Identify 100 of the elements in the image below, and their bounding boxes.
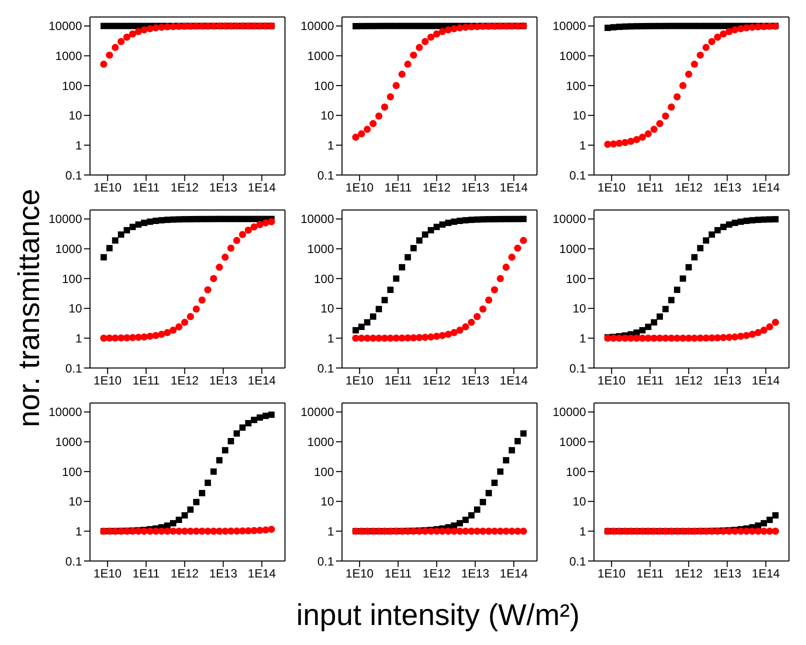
point [690, 60, 698, 68]
y-tick-label: 100 [314, 272, 334, 286]
point [766, 216, 773, 223]
point [450, 218, 458, 225]
point [170, 520, 176, 526]
point [468, 512, 475, 519]
y-tick-label: 1 [75, 138, 82, 152]
x-tick-label: 1E11 [384, 566, 412, 581]
point [749, 217, 756, 224]
point [610, 140, 618, 148]
point [766, 516, 773, 524]
point [268, 412, 275, 418]
x-tick-label: 1E13 [461, 374, 490, 388]
point [508, 254, 516, 261]
point [480, 498, 486, 506]
point [748, 330, 756, 338]
point [731, 333, 738, 341]
point [124, 227, 130, 234]
point [416, 44, 423, 52]
y-tick-label: 1000 [559, 49, 586, 64]
point [610, 24, 617, 30]
point [358, 22, 365, 30]
x-axis-title: input intensity (W/m²) [296, 599, 580, 633]
point [198, 296, 206, 304]
point [686, 22, 692, 30]
y-tick-label: 1 [327, 138, 334, 152]
y-tick-label: 0.1 [569, 554, 586, 568]
point [714, 34, 722, 41]
y-tick-label: 10000 [300, 19, 334, 34]
x-tick-label: 1E11 [132, 374, 160, 388]
y-tick-label: 100 [566, 464, 586, 479]
point [656, 120, 664, 128]
point [422, 38, 429, 46]
point [152, 218, 159, 224]
x-tick-label: 1E13 [713, 374, 742, 388]
point [497, 216, 504, 222]
point [680, 275, 686, 282]
point [497, 468, 504, 475]
point [106, 244, 113, 252]
y-tick-label: 10000 [552, 212, 586, 226]
point [112, 44, 119, 52]
point [176, 516, 182, 524]
point [514, 244, 522, 252]
point [485, 296, 492, 304]
point [134, 28, 142, 36]
point [250, 223, 258, 231]
point [668, 22, 675, 30]
point [268, 218, 276, 226]
point [462, 217, 469, 224]
y-tick-label: 100 [566, 272, 586, 286]
point [450, 329, 458, 336]
point [650, 319, 658, 326]
point [100, 22, 107, 30]
point [772, 318, 780, 326]
point [638, 134, 646, 141]
point [714, 334, 722, 342]
point [731, 26, 738, 34]
point [158, 217, 165, 224]
point [633, 23, 640, 30]
y-tick-label: 1000 [55, 242, 82, 256]
point [416, 22, 423, 30]
x-tick-label: 1E14 [752, 180, 780, 195]
y-tick-label: 1000 [55, 435, 82, 450]
point [112, 22, 118, 30]
y-tick-label: 100 [314, 464, 334, 479]
x-tick-label: 1E13 [209, 566, 238, 581]
point [462, 323, 470, 330]
y-tick-label: 10 [68, 302, 82, 316]
point [216, 216, 223, 222]
x-tick-label: 1E13 [713, 566, 742, 581]
point [404, 22, 411, 30]
y-tick-label: 1 [579, 331, 586, 346]
x-tick-label: 1E10 [346, 374, 374, 388]
point [622, 138, 629, 146]
point [186, 313, 194, 320]
point [181, 318, 188, 326]
y-tick-label: 100 [62, 464, 82, 479]
point [124, 22, 130, 30]
point [100, 60, 108, 68]
point [393, 275, 400, 282]
point [204, 216, 211, 222]
x-tick-label: 1E11 [636, 374, 664, 388]
point [250, 527, 258, 534]
point [697, 244, 704, 252]
point [760, 216, 768, 223]
point [123, 34, 130, 41]
point [438, 332, 446, 340]
y-tick-label: 1 [579, 524, 586, 538]
point [742, 332, 750, 340]
point [496, 275, 504, 282]
x-tick-label: 1E13 [461, 566, 490, 581]
point [352, 134, 360, 141]
y-tick-label: 1000 [307, 242, 334, 256]
point [628, 23, 634, 30]
point [404, 60, 412, 68]
point [428, 227, 434, 234]
point [416, 237, 423, 244]
point [462, 516, 469, 524]
x-tick-label: 1E10 [94, 566, 122, 581]
point [358, 324, 365, 330]
